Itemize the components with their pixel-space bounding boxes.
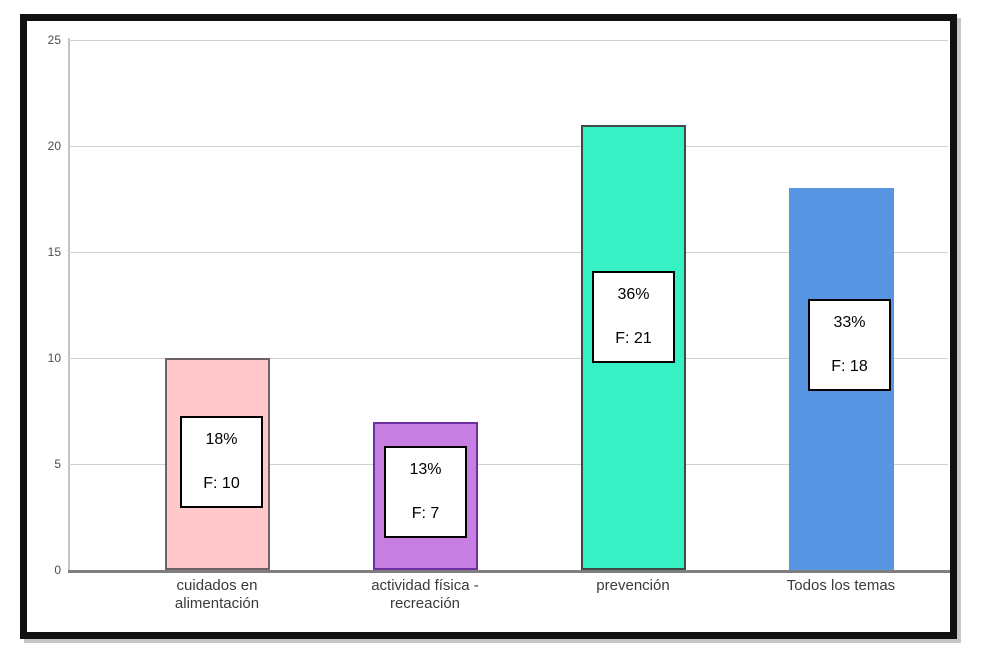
x-axis-category-line: cuidados en	[176, 577, 258, 594]
bar-frequency-text: F: 7	[411, 505, 440, 522]
x-axis-category-line: recreación	[389, 595, 461, 612]
x-axis-line	[68, 570, 950, 573]
bar-value-label: 33% F: 18	[808, 299, 891, 391]
y-axis-tick-label: 0	[54, 563, 61, 577]
x-axis-category-line: actividad física -	[371, 577, 479, 594]
y-axis-tick-label: 10	[47, 351, 61, 365]
bar-frequency-text: F: 18	[831, 358, 868, 375]
x-axis-category-label: prevención	[543, 577, 723, 595]
gridline	[68, 252, 948, 253]
bar-frequency-text: F: 21	[615, 330, 652, 347]
y-axis-line	[68, 38, 70, 570]
x-axis-category-label: Todos los temas	[751, 577, 931, 595]
x-axis-category-label: cuidados en alimentación	[127, 577, 307, 613]
plot-area: 0 5 10 15 20 25 18% F: 10 cuidados en alimentació…	[27, 21, 950, 632]
x-axis-category-line: alimentación	[174, 595, 260, 612]
gridline	[68, 40, 948, 41]
y-axis-tick-label: 20	[47, 139, 61, 153]
bar-value-label: 36% F: 21	[592, 271, 675, 363]
bar-percent-text: 36%	[617, 286, 650, 303]
chart-frame: 0 5 10 15 20 25 18% F: 10 cuidados en alimentació…	[20, 14, 957, 639]
y-axis-tick-label: 5	[54, 457, 61, 471]
x-axis-category-line: prevención	[596, 577, 670, 594]
bar-percent-text: 18%	[205, 431, 238, 448]
gridline	[68, 358, 948, 359]
bar-percent-text: 13%	[409, 461, 442, 478]
gridline	[68, 146, 948, 147]
bar-value-label: 13% F: 7	[384, 446, 467, 538]
y-axis-tick-label: 15	[47, 245, 61, 259]
bar-value-label: 18% F: 10	[180, 416, 263, 508]
bar-percent-text: 33%	[833, 314, 866, 331]
x-axis-category-line: Todos los temas	[786, 577, 896, 594]
bar-frequency-text: F: 10	[203, 475, 240, 492]
x-axis-category-label: actividad física - recreación	[335, 577, 515, 613]
y-axis-tick-label: 25	[47, 33, 61, 47]
gridline	[68, 464, 948, 465]
